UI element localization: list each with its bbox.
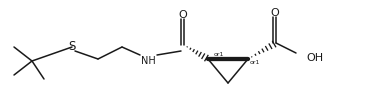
Text: NH: NH bbox=[141, 56, 155, 65]
Text: O: O bbox=[271, 8, 279, 18]
Text: O: O bbox=[179, 10, 187, 20]
Text: S: S bbox=[68, 40, 76, 53]
Text: or1: or1 bbox=[250, 60, 260, 65]
Text: or1: or1 bbox=[214, 52, 224, 57]
Text: OH: OH bbox=[306, 53, 324, 62]
